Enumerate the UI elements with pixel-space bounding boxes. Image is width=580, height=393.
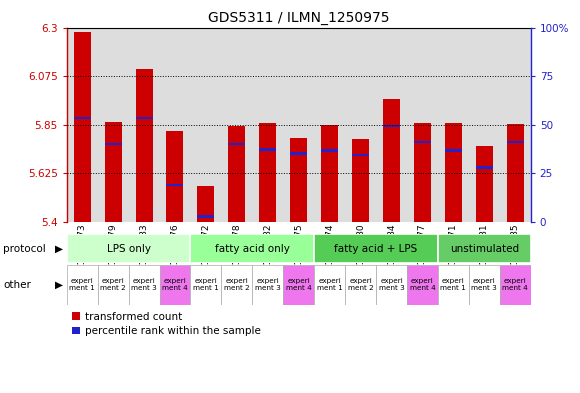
Bar bbox=[445, 123, 462, 222]
Bar bbox=[290, 138, 307, 222]
Text: experi
ment 1: experi ment 1 bbox=[440, 278, 466, 292]
Bar bbox=[160, 265, 190, 305]
Bar bbox=[414, 123, 431, 222]
Text: experi
ment 1: experi ment 1 bbox=[69, 278, 95, 292]
Bar bbox=[97, 28, 129, 222]
Title: GDS5311 / ILMN_1250975: GDS5311 / ILMN_1250975 bbox=[208, 11, 389, 25]
Text: experi
ment 3: experi ment 3 bbox=[255, 278, 281, 292]
Legend: transformed count, percentile rank within the sample: transformed count, percentile rank withi… bbox=[72, 312, 262, 336]
Bar bbox=[314, 234, 438, 263]
Text: ▶: ▶ bbox=[55, 244, 63, 253]
Text: experi
ment 2: experi ment 2 bbox=[224, 278, 250, 292]
Text: experi
ment 3: experi ment 3 bbox=[131, 278, 157, 292]
Bar bbox=[290, 152, 307, 155]
Text: LPS only: LPS only bbox=[107, 244, 151, 253]
Bar bbox=[376, 265, 407, 305]
Bar bbox=[407, 28, 438, 222]
Bar bbox=[222, 265, 252, 305]
Text: experi
ment 4: experi ment 4 bbox=[409, 278, 436, 292]
Bar bbox=[476, 167, 493, 169]
Bar bbox=[414, 141, 431, 143]
Bar bbox=[500, 265, 531, 305]
Bar bbox=[259, 123, 276, 222]
Bar bbox=[252, 28, 283, 222]
Bar bbox=[166, 184, 183, 186]
Bar bbox=[222, 28, 252, 222]
Text: experi
ment 3: experi ment 3 bbox=[472, 278, 497, 292]
Text: experi
ment 1: experi ment 1 bbox=[317, 278, 343, 292]
Bar bbox=[345, 265, 376, 305]
Bar bbox=[500, 28, 531, 222]
Bar bbox=[321, 149, 338, 152]
Text: experi
ment 1: experi ment 1 bbox=[193, 278, 219, 292]
Bar bbox=[383, 125, 400, 127]
Text: experi
ment 2: experi ment 2 bbox=[347, 278, 374, 292]
Bar bbox=[469, 28, 500, 222]
Bar bbox=[314, 28, 345, 222]
Bar bbox=[283, 28, 314, 222]
Text: ▶: ▶ bbox=[55, 280, 63, 290]
Bar bbox=[129, 265, 160, 305]
Bar bbox=[507, 124, 524, 222]
Bar bbox=[438, 28, 469, 222]
Bar bbox=[190, 234, 314, 263]
Text: fatty acid only: fatty acid only bbox=[215, 244, 290, 253]
Bar bbox=[129, 28, 160, 222]
Bar bbox=[97, 265, 129, 305]
Text: experi
ment 4: experi ment 4 bbox=[286, 278, 311, 292]
Bar bbox=[197, 215, 215, 218]
Bar bbox=[445, 149, 462, 152]
Bar bbox=[190, 28, 222, 222]
Text: experi
ment 2: experi ment 2 bbox=[100, 278, 126, 292]
Text: experi
ment 3: experi ment 3 bbox=[379, 278, 404, 292]
Bar bbox=[67, 28, 97, 222]
Text: experi
ment 4: experi ment 4 bbox=[502, 278, 528, 292]
Text: unstimulated: unstimulated bbox=[450, 244, 519, 253]
Bar bbox=[229, 126, 245, 222]
Bar bbox=[190, 265, 222, 305]
Bar bbox=[74, 117, 90, 119]
Bar bbox=[197, 186, 215, 222]
Bar bbox=[352, 139, 369, 222]
Bar bbox=[438, 234, 531, 263]
Text: other: other bbox=[3, 280, 31, 290]
Bar bbox=[259, 148, 276, 151]
Bar bbox=[67, 265, 97, 305]
Bar bbox=[438, 265, 469, 305]
Bar bbox=[160, 28, 190, 222]
Bar bbox=[252, 265, 283, 305]
Bar bbox=[314, 265, 345, 305]
Bar bbox=[352, 154, 369, 156]
Bar bbox=[67, 234, 190, 263]
Bar bbox=[136, 117, 153, 119]
Bar bbox=[104, 121, 122, 222]
Bar bbox=[383, 99, 400, 222]
Bar bbox=[74, 32, 90, 222]
Bar bbox=[229, 143, 245, 145]
Bar bbox=[136, 68, 153, 222]
Bar bbox=[283, 265, 314, 305]
Bar bbox=[321, 125, 338, 222]
Bar bbox=[104, 143, 122, 145]
Text: protocol: protocol bbox=[3, 244, 46, 253]
Text: experi
ment 4: experi ment 4 bbox=[162, 278, 188, 292]
Bar bbox=[476, 146, 493, 222]
Bar bbox=[469, 265, 500, 305]
Bar bbox=[407, 265, 438, 305]
Bar bbox=[376, 28, 407, 222]
Bar bbox=[507, 141, 524, 143]
Bar bbox=[166, 131, 183, 222]
Bar bbox=[345, 28, 376, 222]
Text: fatty acid + LPS: fatty acid + LPS bbox=[335, 244, 418, 253]
